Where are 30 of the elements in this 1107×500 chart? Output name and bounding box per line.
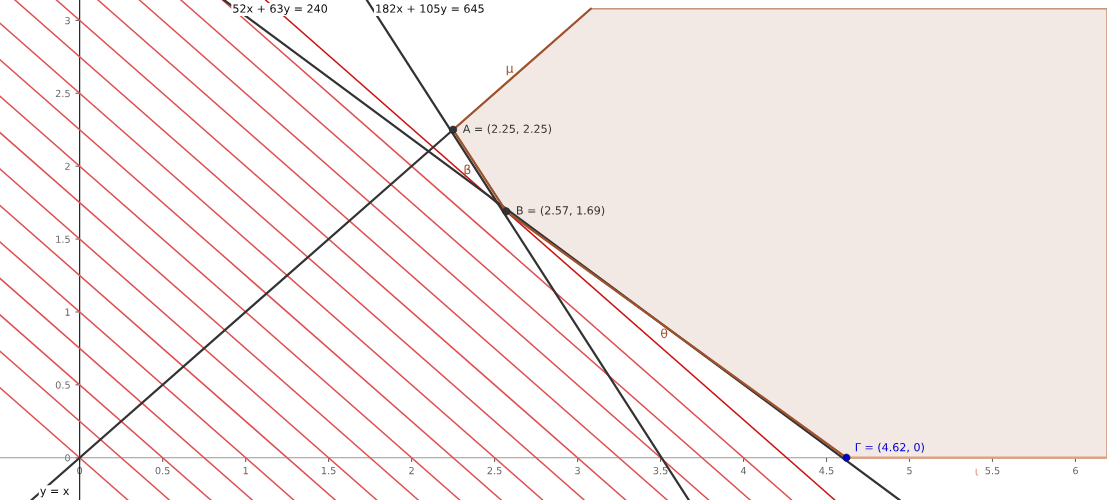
data-label: A = (2.25, 2.25) [462,124,552,135]
series-label: θ [661,328,668,339]
x-tick-label: 1 [243,467,248,475]
x-tick-label: 2 [409,466,414,475]
x-tick-label: 5.5 [985,467,1000,475]
x-tick-label: 4 [740,467,747,475]
y-tick-label: 2.5 [55,89,70,98]
x-tick-label: 1.5 [321,467,336,475]
y-tick-label: 3 [65,16,70,25]
y-tick-label: 1.5 [56,235,70,243]
series-label: 182x + 105y = 645 [376,4,484,15]
x-tick-label: 3.5 [653,466,668,475]
y-tick-label: 2 [65,162,70,170]
x-tick-label: 0.5 [155,466,170,475]
x-tick-label: 3 [575,466,580,475]
y-tick-label: 1 [65,308,70,316]
y-tick-label: 0.5 [55,381,70,389]
x-tick-label: 0 [77,466,83,475]
y-tick-label: 0 [65,454,70,462]
x-tick-label: 2.5 [487,466,502,475]
data-label: Γ = (4.62, 0) [855,442,924,453]
series-label: β [464,164,471,177]
series-label: ι [975,468,979,476]
series-label: y = x [40,488,70,498]
x-tick-label: 5 [907,467,912,475]
x-tick-label: 4.5 [819,467,834,475]
series-label: μ [506,65,514,76]
series-label: 52x + 63y = 240 [233,4,328,15]
x-tick-label: 6 [1073,466,1078,475]
data-label: B = (2.57, 1.69) [517,206,605,216]
